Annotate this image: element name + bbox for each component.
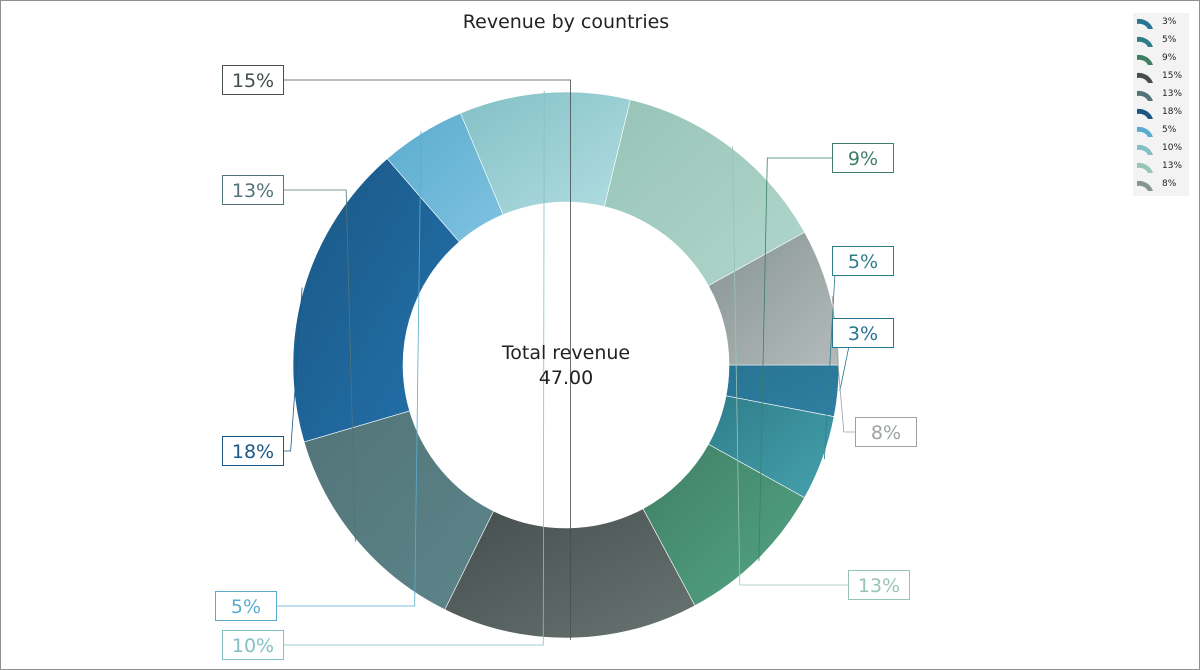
legend-item-4[interactable]: 13%: [1133, 86, 1189, 104]
legend-item-1[interactable]: 5%: [1133, 32, 1189, 50]
legend-swatch-icon: [1137, 54, 1153, 65]
legend-label: 5%: [1162, 125, 1177, 135]
leader-line-5: [283, 287, 303, 452]
leader-line-2: [758, 157, 833, 561]
slice-label-1: 5%: [848, 251, 878, 273]
slice-label-9: 8%: [871, 422, 901, 444]
legend-item-5[interactable]: 18%: [1133, 104, 1189, 122]
slice-label-3: 15%: [232, 70, 274, 92]
legend-swatch-icon: [1137, 108, 1153, 119]
legend-item-3[interactable]: 15%: [1133, 68, 1189, 86]
legend-item-8[interactable]: 13%: [1133, 158, 1189, 176]
legend-label: 15%: [1162, 71, 1183, 81]
slices-group: [292, 91, 840, 639]
legend-label: 9%: [1162, 53, 1177, 63]
leader-line-6: [276, 131, 422, 607]
legend-item-7[interactable]: 10%: [1133, 140, 1189, 158]
legend-item-2[interactable]: 9%: [1133, 50, 1189, 68]
slice-label-4: 13%: [232, 180, 274, 202]
slice-label-box-3: [222, 65, 284, 95]
slice-label-5: 18%: [232, 441, 274, 463]
leader-line-4: [283, 189, 356, 542]
slice-label-box-2: [832, 143, 894, 173]
slice-label-box-9: [855, 417, 917, 447]
legend-label: 18%: [1162, 107, 1183, 117]
legend-item-0[interactable]: 3%: [1133, 14, 1189, 32]
legend-label: 13%: [1162, 161, 1183, 171]
center-value: 47.00: [539, 367, 593, 389]
legend: 3% 5% 9% 15% 13% 18% 5% 10% 13% 8%: [1133, 13, 1189, 196]
legend-swatch-icon: [1137, 90, 1153, 101]
legend-label: 10%: [1162, 143, 1183, 153]
legend-label: 3%: [1162, 17, 1177, 27]
legend-label: 5%: [1162, 35, 1177, 45]
slice-label-2: 9%: [848, 148, 878, 170]
slice-label-8: 13%: [858, 575, 900, 597]
slice-label-6: 5%: [231, 596, 261, 618]
legend-swatch-icon: [1137, 72, 1153, 83]
legend-label: 8%: [1162, 179, 1177, 189]
slice-label-box-6: [215, 591, 277, 621]
slice-label-0: 3%: [848, 323, 878, 345]
slice-label-box-1: [832, 246, 894, 276]
slice-label-box-4: [222, 175, 284, 205]
slice-label-7: 10%: [232, 635, 274, 657]
slice-label-box-5: [222, 436, 284, 466]
legend-swatch-icon: [1137, 126, 1153, 137]
slice-label-box-0: [832, 318, 894, 348]
leader-line-7: [283, 90, 545, 646]
legend-swatch-icon: [1137, 180, 1153, 191]
legend-item-9[interactable]: 8%: [1133, 176, 1189, 194]
leader-line-3: [283, 79, 571, 640]
center-label: Total revenue: [501, 342, 630, 364]
legend-swatch-icon: [1137, 162, 1153, 173]
slice-labels: 3% 5% 9% 15% 13% 18% 5% 10% 13% 8%: [215, 65, 917, 660]
legend-swatch-icon: [1137, 144, 1153, 155]
donut-slice-9[interactable]: [708, 231, 840, 366]
chart-title: Revenue by countries: [462, 11, 670, 33]
slice-label-box-7: [222, 630, 284, 660]
slice-label-box-8: [848, 570, 910, 600]
legend-item-6[interactable]: 5%: [1133, 122, 1189, 140]
legend-label: 13%: [1162, 89, 1183, 99]
legend-swatch-icon: [1137, 36, 1153, 47]
legend-swatch-icon: [1137, 18, 1153, 29]
donut-slice-5[interactable]: [292, 158, 460, 443]
leader-line-8: [732, 146, 849, 586]
